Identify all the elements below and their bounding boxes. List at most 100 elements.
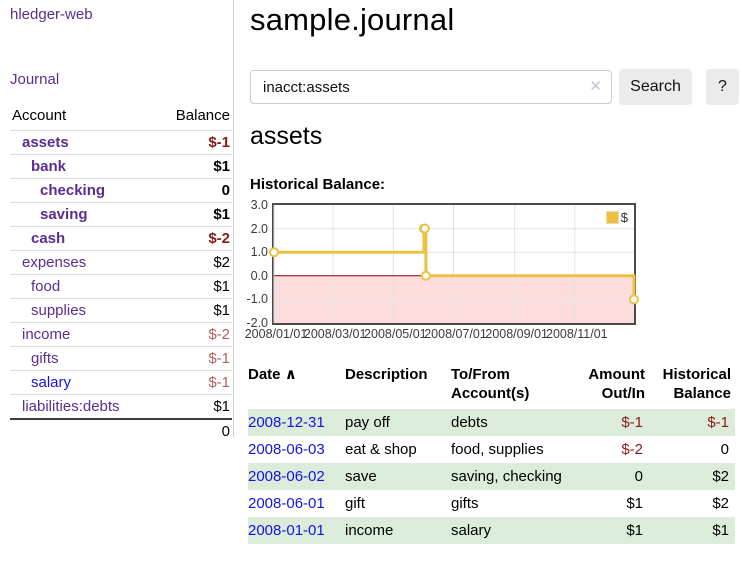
chart-title: Historical Balance: bbox=[250, 176, 386, 193]
account-name-cell: income bbox=[10, 323, 156, 347]
account-name-cell: gifts bbox=[10, 347, 156, 371]
transaction-row: 2008-06-02 save saving, checking 0 $2 bbox=[248, 463, 735, 490]
search-input[interactable] bbox=[250, 70, 612, 104]
transaction-date-cell: 2008-12-31 bbox=[248, 409, 345, 436]
account-row: liabilities:debts $1 bbox=[10, 394, 232, 420]
account-link[interactable]: gifts bbox=[31, 350, 59, 367]
account-name-cell: assets bbox=[10, 131, 156, 155]
account-name-cell: expenses bbox=[10, 251, 156, 275]
transaction-date-link[interactable]: 2008-12-31 bbox=[248, 414, 325, 431]
date-column-header[interactable]: Date ∧ bbox=[248, 366, 297, 383]
transaction-accounts: debts bbox=[451, 414, 488, 431]
balance-column-header: Historical Balance bbox=[662, 366, 731, 402]
accounts-total-row: 0 bbox=[10, 419, 232, 443]
y-tick-label: 1.0 bbox=[250, 245, 268, 260]
account-balance: $-2 bbox=[208, 230, 230, 247]
account-link[interactable]: liabilities:debts bbox=[22, 398, 120, 415]
chart-legend: $ bbox=[605, 210, 628, 225]
account-row: food $1 bbox=[10, 274, 232, 299]
y-tick-label: -2.0 bbox=[246, 316, 268, 330]
transaction-row: 2008-12-31 pay off debts $-1 $-1 bbox=[248, 409, 735, 436]
account-row: gifts $-1 bbox=[10, 346, 232, 371]
account-link[interactable]: assets bbox=[22, 134, 69, 151]
account-balance: 0 bbox=[221, 182, 230, 199]
transaction-row: 2008-06-01 gift gifts $1 $2 bbox=[248, 490, 735, 517]
search-input-wrap: ✕ bbox=[250, 70, 612, 104]
balance-chart: $ bbox=[269, 203, 639, 325]
account-balance: $1 bbox=[213, 278, 230, 295]
account-link[interactable]: saving bbox=[40, 206, 88, 223]
account-balance: $1 bbox=[213, 398, 230, 415]
transaction-date-link[interactable]: 2008-01-01 bbox=[248, 522, 325, 539]
help-button[interactable]: ? bbox=[706, 69, 739, 105]
account-name-cell: food bbox=[10, 275, 156, 299]
search-button[interactable]: Search bbox=[619, 69, 692, 105]
account-link[interactable]: checking bbox=[40, 182, 106, 199]
transaction-description: save bbox=[345, 468, 377, 485]
account-link[interactable]: income bbox=[22, 326, 71, 343]
transaction-amount: $-1 bbox=[621, 414, 643, 431]
account-row: checking 0 bbox=[10, 178, 232, 203]
y-tick-label: 0.0 bbox=[250, 268, 268, 283]
chart-canvas bbox=[269, 205, 639, 323]
account-name-cell: cash bbox=[10, 227, 156, 251]
x-tick-label: 2008/05/01 bbox=[364, 327, 427, 341]
account-link[interactable]: salary bbox=[31, 374, 72, 391]
y-tick-label: -1.0 bbox=[246, 292, 268, 307]
account-name-cell: supplies bbox=[10, 299, 156, 323]
transaction-row: 2008-01-01 income salary $1 $1 bbox=[248, 517, 735, 544]
legend-label: $ bbox=[620, 210, 628, 225]
balance-column-header: Balance bbox=[175, 107, 230, 124]
transaction-row: 2008-06-03 eat & shop food, supplies $-2… bbox=[248, 436, 735, 463]
account-name-cell: salary bbox=[10, 371, 156, 395]
clear-search-icon[interactable]: ✕ bbox=[589, 78, 602, 95]
account-link[interactable]: cash bbox=[31, 230, 66, 247]
register-header-row: Date ∧ Description To/From Account(s) Am… bbox=[248, 363, 735, 409]
account-name-cell: saving bbox=[10, 203, 156, 227]
account-balance: $-1 bbox=[208, 374, 230, 391]
account-row: saving $1 bbox=[10, 202, 232, 227]
transaction-amount: $1 bbox=[626, 522, 643, 539]
transaction-accounts: salary bbox=[451, 522, 492, 539]
account-name-cell: liabilities:debts bbox=[10, 395, 156, 420]
transaction-accounts: food, supplies bbox=[451, 441, 544, 458]
y-tick-label: 2.0 bbox=[250, 221, 268, 236]
account-name-cell: checking bbox=[10, 179, 156, 203]
account-row: assets $-1 bbox=[10, 130, 232, 155]
x-tick-label: 2008/07/01 bbox=[424, 327, 487, 341]
account-link[interactable]: supplies bbox=[31, 302, 87, 319]
transaction-amount: $1 bbox=[626, 495, 643, 512]
transaction-date-cell: 2008-01-01 bbox=[248, 517, 345, 544]
account-link[interactable]: food bbox=[31, 278, 61, 295]
account-link[interactable]: bank bbox=[31, 158, 67, 175]
transaction-date-link[interactable]: 2008-06-02 bbox=[248, 468, 325, 485]
sidebar-item-journal[interactable]: Journal bbox=[10, 71, 60, 88]
legend-swatch-icon bbox=[605, 211, 619, 224]
transaction-date-cell: 2008-06-02 bbox=[248, 463, 345, 490]
transaction-balance: $2 bbox=[712, 468, 729, 485]
transaction-date-cell: 2008-06-01 bbox=[248, 490, 345, 517]
transaction-accounts: saving, checking bbox=[451, 468, 562, 485]
x-tick-label: 2008/01/01 bbox=[244, 327, 308, 341]
account-link[interactable]: expenses bbox=[22, 254, 87, 271]
account-row: bank $1 bbox=[10, 154, 232, 179]
transaction-description: gift bbox=[345, 495, 366, 512]
transaction-description: pay off bbox=[345, 414, 390, 431]
account-name-cell: bank bbox=[10, 155, 156, 179]
search-bar: ✕ Search ? bbox=[250, 69, 739, 105]
transaction-date-link[interactable]: 2008-06-01 bbox=[248, 495, 325, 512]
transaction-balance: 0 bbox=[720, 441, 729, 458]
account-row: expenses $2 bbox=[10, 250, 232, 275]
account-row: supplies $1 bbox=[10, 298, 232, 323]
accounts-total-value: 0 bbox=[221, 423, 230, 440]
app-title-link[interactable]: hledger-web bbox=[10, 6, 93, 23]
transaction-date-link[interactable]: 2008-06-03 bbox=[248, 441, 325, 458]
transaction-date-cell: 2008-06-03 bbox=[248, 436, 345, 463]
x-tick-label: 2008/11/01 bbox=[545, 327, 608, 341]
chart-x-axis-labels: 2008/01/01 2008/03/01 2008/05/01 2008/07/01… bbox=[245, 327, 634, 343]
account-balance: $-1 bbox=[208, 134, 230, 151]
transaction-amount: 0 bbox=[634, 468, 643, 485]
y-tick-label: 3.0 bbox=[250, 198, 268, 212]
chart-y-axis-labels: 3.0 2.0 1.0 0.0 -1.0 -2.0 bbox=[238, 198, 268, 330]
